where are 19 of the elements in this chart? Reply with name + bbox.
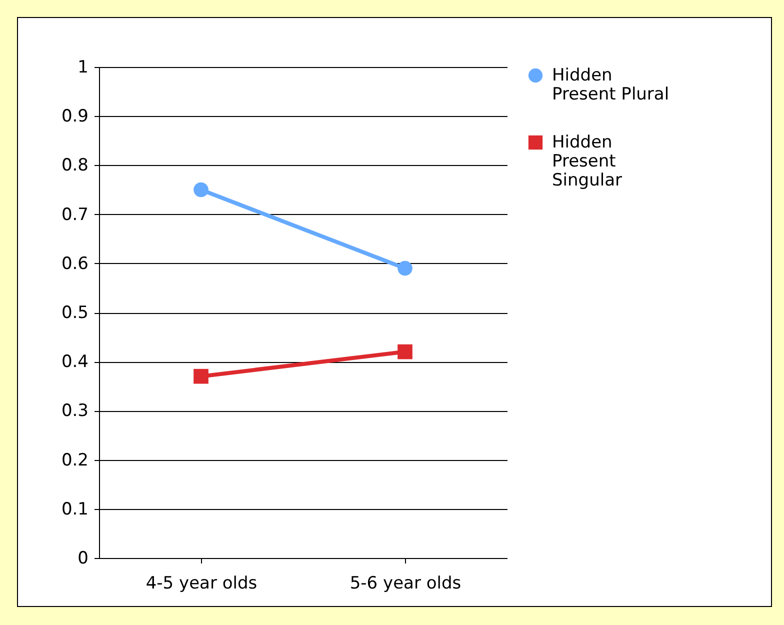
legend-label: Hidden Present Plural <box>552 66 670 104</box>
y-tick-label: 0 <box>78 548 88 568</box>
y-tick-label: 0.4 <box>61 352 88 372</box>
point <box>398 260 412 276</box>
y-tick-label: 0.5 <box>61 303 88 323</box>
point <box>194 368 208 384</box>
legend-label: Hidden Present Singular <box>552 132 622 190</box>
y-tick-label: 0.8 <box>61 156 88 176</box>
x-tick-label: 4-5 year olds <box>146 574 258 594</box>
y-tick-label: 1 <box>78 58 88 78</box>
y-tick-label: 0.2 <box>61 450 88 470</box>
y-tick-label: 0.3 <box>61 401 88 422</box>
x-tick-label: 5-6 year olds <box>350 574 462 594</box>
y-tick-label: 0.9 <box>61 106 88 127</box>
y-tick-label: 0.7 <box>61 204 88 225</box>
point <box>194 182 208 198</box>
point <box>398 344 412 360</box>
y-tick-label: 0.6 <box>61 254 88 274</box>
y-tick-label: 0.1 <box>61 499 88 520</box>
